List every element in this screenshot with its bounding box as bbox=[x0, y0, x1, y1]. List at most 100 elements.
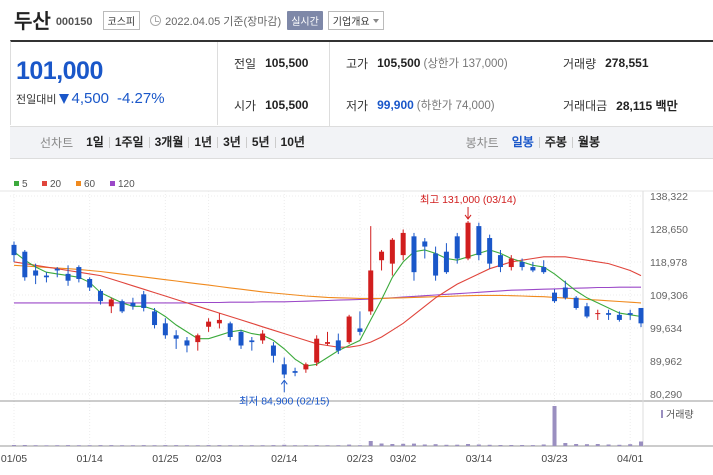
high-label: 고가 bbox=[346, 56, 369, 71]
chart-svg[interactable]: 5 20 60 120 거래량 138,322 128,650 118,978 109,30… bbox=[0, 160, 713, 475]
candle bbox=[238, 330, 244, 349]
tab-monthly[interactable]: 월봉 bbox=[577, 135, 600, 149]
tab-3m[interactable]: 3개월 bbox=[150, 136, 190, 148]
tab-10y[interactable]: 10년 bbox=[280, 135, 305, 149]
x-tick-label: 02/14 bbox=[271, 453, 297, 465]
candle-body bbox=[443, 251, 449, 273]
price-change: 4,500 bbox=[71, 90, 110, 107]
company-info-label: 기업개요 bbox=[332, 17, 370, 28]
volume-bar bbox=[595, 444, 600, 446]
volume-bar bbox=[347, 444, 352, 446]
volume-bar bbox=[541, 444, 546, 446]
candle bbox=[65, 265, 71, 286]
high-value: 105,500 bbox=[377, 56, 421, 70]
low-label: 저가 bbox=[346, 98, 369, 113]
candle-body bbox=[162, 323, 168, 336]
volume-bar bbox=[109, 445, 114, 446]
candle-body bbox=[368, 270, 374, 312]
candle bbox=[33, 263, 39, 285]
tab-5y[interactable]: 5년 bbox=[247, 136, 276, 148]
x-tick-label: 01/14 bbox=[77, 453, 103, 465]
lower-limit: (하한가 74,000) bbox=[416, 100, 495, 112]
candle bbox=[476, 222, 482, 261]
ma-line-60 bbox=[13, 264, 642, 304]
candle bbox=[368, 226, 374, 315]
amount-label: 거래대금 bbox=[563, 98, 608, 113]
stat-amount: 거래대금 28,115 백만 bbox=[543, 84, 713, 126]
candle bbox=[443, 243, 449, 274]
x-tick-label: 03/14 bbox=[466, 453, 492, 465]
candle-body bbox=[22, 251, 28, 278]
y-tick-label: 138,322 bbox=[650, 191, 688, 203]
candle-body bbox=[465, 222, 471, 259]
x-tick-label: 01/25 bbox=[152, 453, 178, 465]
prev-close-label: 전일 bbox=[234, 56, 257, 71]
volume-bar bbox=[422, 444, 427, 446]
volume-bar bbox=[563, 443, 568, 446]
candle bbox=[454, 232, 460, 264]
stock-code: 000150 bbox=[55, 15, 93, 28]
candle bbox=[497, 249, 503, 273]
stat-low: 저가 99,900 (하한가 74,000) bbox=[329, 84, 543, 126]
candle-body bbox=[595, 313, 601, 315]
x-tick-label: 02/03 bbox=[195, 453, 221, 465]
candle bbox=[389, 238, 395, 276]
line-chart-label: 선차트 bbox=[40, 136, 74, 150]
candle bbox=[519, 258, 525, 271]
tab-1y[interactable]: 1년 bbox=[189, 136, 219, 148]
candle-body bbox=[476, 226, 482, 256]
candle-chart-label: 봉차트 bbox=[465, 136, 499, 150]
tab-3y[interactable]: 3년 bbox=[218, 136, 247, 148]
tab-daily[interactable]: 일봉 bbox=[507, 136, 540, 148]
candle bbox=[195, 333, 201, 351]
candle-body bbox=[206, 321, 212, 327]
candle-body bbox=[76, 267, 82, 279]
candle-body bbox=[454, 236, 460, 259]
volume-bar bbox=[228, 445, 233, 446]
volume-bar bbox=[498, 445, 503, 446]
tab-1w[interactable]: 1주일 bbox=[110, 136, 150, 148]
candle bbox=[314, 335, 320, 366]
volume-bar bbox=[44, 445, 49, 446]
prev-close-value: 105,500 bbox=[265, 56, 309, 70]
legend-swatch-5 bbox=[14, 181, 19, 186]
candle bbox=[173, 330, 179, 349]
y-tick-label: 89,962 bbox=[650, 356, 682, 368]
candle-body bbox=[281, 364, 287, 375]
stat-prev-close: 전일 105,500 bbox=[218, 42, 329, 84]
candle-body bbox=[400, 232, 406, 256]
tab-weekly[interactable]: 주봉 bbox=[540, 136, 573, 148]
candle bbox=[508, 255, 514, 271]
candle-body bbox=[227, 323, 233, 337]
candle-body bbox=[119, 301, 125, 312]
volume-bar bbox=[411, 443, 416, 446]
caret-down-icon bbox=[372, 18, 379, 23]
candle bbox=[411, 232, 417, 281]
stat-volume: 거래량 278,551 bbox=[543, 42, 713, 84]
candle bbox=[530, 261, 536, 273]
candle bbox=[552, 289, 558, 303]
volume-bar bbox=[195, 445, 200, 446]
down-triangle-icon bbox=[59, 93, 70, 104]
candle-body bbox=[552, 292, 558, 302]
x-tick-label: 02/23 bbox=[347, 453, 373, 465]
volume-bar bbox=[487, 444, 492, 446]
volume-bar bbox=[152, 445, 157, 446]
company-info-select[interactable]: 기업개요 bbox=[327, 11, 384, 30]
tab-1d[interactable]: 1일 bbox=[81, 136, 110, 148]
x-tick-label: 03/23 bbox=[541, 453, 567, 465]
candle bbox=[303, 362, 309, 373]
volume-bar bbox=[390, 444, 395, 446]
change-label: 전일대비 bbox=[16, 94, 57, 106]
stock-header: 두산 000150 코스피 2022.04.05 기준(장마감) 실시간 기업개… bbox=[0, 0, 713, 38]
stat-high: 고가 105,500 (상한가 137,000) bbox=[329, 42, 543, 84]
volume-bar bbox=[325, 445, 330, 446]
candle bbox=[43, 272, 49, 283]
candle bbox=[249, 336, 255, 351]
candlestick-chart[interactable]: 5 20 60 120 거래량 138,322 128,650 118,978 109,30… bbox=[0, 160, 713, 475]
volume-bar bbox=[293, 445, 298, 446]
stat-open: 시가 105,500 bbox=[218, 84, 329, 126]
candle-body bbox=[379, 251, 385, 261]
realtime-button[interactable]: 실시간 bbox=[287, 11, 323, 30]
volume-bar bbox=[271, 445, 276, 446]
